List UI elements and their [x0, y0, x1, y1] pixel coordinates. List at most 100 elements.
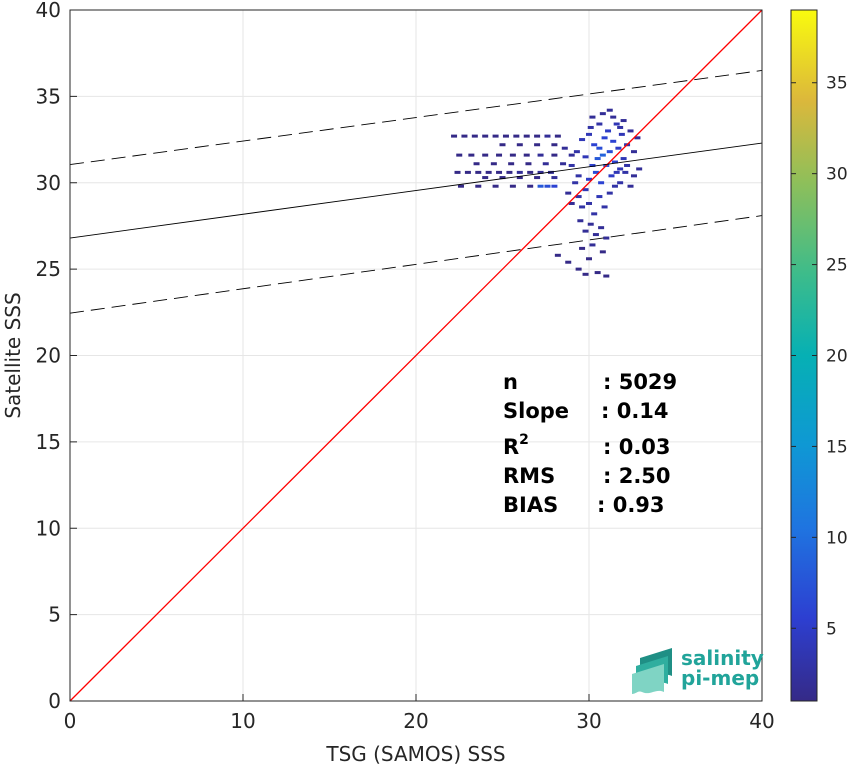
stat-rms-label: RMS: [503, 464, 555, 488]
density-cell: [537, 153, 544, 157]
density-cell: [606, 108, 613, 112]
density-cell: [596, 122, 603, 126]
stat-r2-label: R2: [503, 432, 529, 459]
density-cell: [596, 146, 603, 150]
stat-slope-label: Slope: [503, 399, 569, 423]
density-cell: [516, 170, 523, 174]
density-cell: [582, 229, 589, 233]
density-cell: [589, 243, 596, 247]
density-cell: [596, 195, 603, 199]
density-cell: [551, 176, 558, 180]
density-cell: [586, 201, 592, 205]
density-cell: [606, 150, 613, 154]
density-cell: [471, 134, 478, 138]
stat-n-label: n: [503, 370, 518, 394]
density-cell: [601, 136, 608, 140]
density-cell: [461, 134, 468, 138]
stat-rms-value: : 2.50: [603, 464, 671, 488]
density-cell: [534, 176, 541, 180]
y-axis-ticks: 0 5 10 15 20 25 30 35 40: [36, 0, 77, 713]
density-cell: [551, 184, 558, 188]
density-cell: [582, 272, 589, 276]
density-cell: [568, 153, 575, 157]
density-cell: [598, 181, 605, 185]
density-cell: [568, 201, 575, 205]
density-cell: [575, 267, 582, 271]
density-cell: [603, 236, 610, 240]
density-cell: [589, 163, 596, 167]
density-cell: [464, 170, 471, 174]
density-cell: [603, 274, 610, 278]
density-cell: [599, 153, 606, 157]
density-cell: [587, 125, 594, 129]
colorbar-tick-label: 35: [826, 74, 848, 94]
density-cell: [618, 132, 625, 136]
colorbar-tick-label: 30: [826, 165, 848, 185]
density-cell: [592, 170, 599, 174]
density-cell: [594, 271, 601, 275]
x-axis-label: TSG (SAMOS) SSS: [325, 742, 505, 766]
identity-line: [69, 9, 763, 702]
density-cell: [617, 167, 624, 171]
stat-n-value: : 5029: [603, 370, 677, 394]
y-tick-label: 20: [36, 344, 61, 368]
density-cell: [492, 184, 499, 188]
density-cell: [613, 170, 620, 174]
density-cell: [499, 143, 506, 147]
density-cell: [544, 134, 551, 138]
density-cell: [575, 195, 582, 199]
density-cell: [490, 162, 497, 166]
density-cell: [568, 163, 575, 167]
density-cell: [572, 181, 579, 185]
density-cell: [527, 184, 534, 188]
density-cell: [523, 153, 530, 157]
x-tick-label: 0: [64, 709, 77, 733]
density-cell: [615, 146, 622, 150]
wave-stack-icon: [632, 648, 672, 694]
density-cell: [608, 174, 615, 178]
y-tick-label: 0: [48, 689, 61, 713]
y-tick-label: 35: [36, 84, 61, 108]
density-cell: [592, 233, 599, 237]
density-cell: [551, 153, 558, 157]
density-cell: [482, 134, 489, 138]
colorbar-tick-label: 10: [826, 528, 848, 548]
density-cell: [591, 212, 598, 216]
colorbar-tick-label: 25: [826, 256, 848, 276]
density-cell: [582, 188, 589, 192]
x-tick-label: 20: [403, 709, 428, 733]
density-cell: [610, 139, 617, 143]
density-cell: [599, 250, 606, 254]
density-cell: [506, 170, 513, 174]
density-cell: [542, 162, 549, 166]
density-cell: [636, 167, 643, 171]
density-cell: [634, 136, 641, 140]
density-cell: [468, 153, 475, 157]
lower-confidence-line: [69, 215, 763, 314]
colorbar-tick-label: 5: [826, 619, 837, 639]
density-cell: [482, 153, 489, 157]
density-cell: [527, 170, 534, 174]
density-cell: [482, 176, 489, 180]
density-cell: [579, 205, 586, 209]
density-cell: [601, 205, 608, 209]
salinity-pi-mep-logo: salinity pi-mep: [632, 646, 764, 694]
logo-text-salinity: salinity: [681, 646, 764, 670]
x-tick-label: 40: [749, 709, 774, 733]
density-cell: [508, 162, 515, 166]
density-cell: [534, 134, 541, 138]
density-cell: [496, 170, 503, 174]
density-cell: [589, 115, 596, 119]
density-cell: [586, 177, 592, 181]
density-cell: [475, 170, 482, 174]
density-cell: [475, 184, 482, 188]
density-cell: [579, 246, 586, 250]
density-cell: [565, 260, 572, 264]
density-cell: [575, 174, 582, 178]
density-cell: [624, 163, 631, 167]
density-cell: [534, 143, 541, 147]
density-cell: [499, 176, 506, 180]
density-cell: [451, 134, 458, 138]
colorbar-tick-label: 15: [826, 437, 848, 457]
